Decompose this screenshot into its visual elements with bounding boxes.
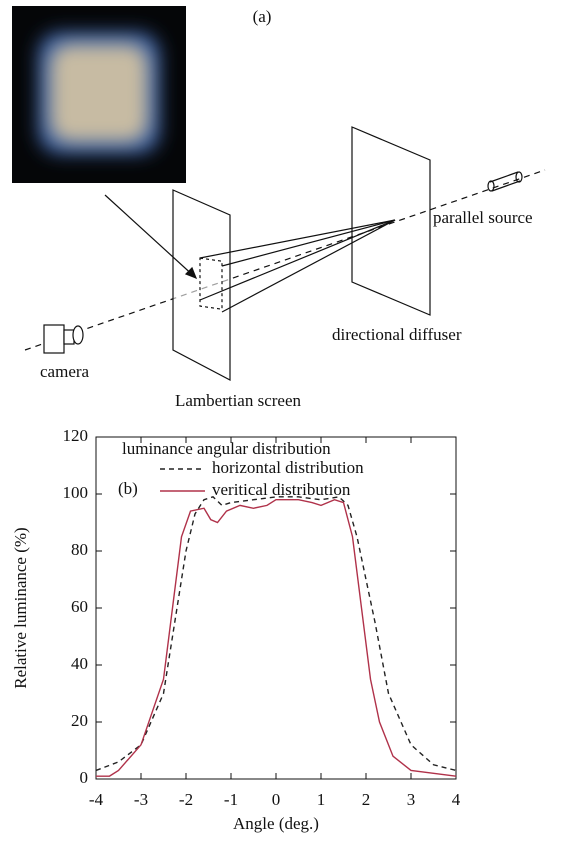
- x-tick-label: -4: [89, 790, 104, 809]
- diagram: (a) parallel source directional diffuser…: [12, 6, 545, 410]
- x-tick-label: 4: [452, 790, 461, 809]
- image-center: [50, 44, 148, 142]
- legend-title: luminance angular distribution: [122, 439, 331, 458]
- y-tick-label: 0: [80, 768, 89, 787]
- x-tick-label: 1: [317, 790, 326, 809]
- x-tick-label: 0: [272, 790, 281, 809]
- x-tick-label: -1: [224, 790, 238, 809]
- figure: (a) parallel source directional diffuser…: [0, 0, 578, 836]
- y-tick-label: 40: [71, 654, 88, 673]
- x-tick-label: 3: [407, 790, 416, 809]
- panel-label: (a): [253, 7, 272, 26]
- y-tick-label: 120: [63, 426, 89, 445]
- y-tick-label: 80: [71, 540, 88, 559]
- x-tick-label: -3: [134, 790, 148, 809]
- x-tick-label: 2: [362, 790, 371, 809]
- legend-label: veritical distribution: [212, 480, 351, 499]
- series-line: [96, 500, 456, 776]
- y-tick-label: 100: [63, 483, 89, 502]
- y-tick-label: 20: [71, 711, 88, 730]
- source-label: parallel source: [433, 208, 533, 227]
- x-axis-label: Angle (deg.): [233, 814, 319, 833]
- series-line: [96, 497, 456, 771]
- screen-label: Lambertian screen: [175, 391, 302, 410]
- panel-label: (b): [118, 479, 138, 498]
- chart: Relative luminance (%) Angle (deg.) lumi…: [11, 426, 461, 833]
- camera-label: camera: [40, 362, 90, 381]
- y-tick-label: 60: [71, 597, 88, 616]
- legend-label: horizontal distribution: [212, 458, 364, 477]
- x-tick-label: -2: [179, 790, 193, 809]
- diffuser-label: directional diffuser: [332, 325, 462, 344]
- y-axis-label: Relative luminance (%): [11, 527, 30, 688]
